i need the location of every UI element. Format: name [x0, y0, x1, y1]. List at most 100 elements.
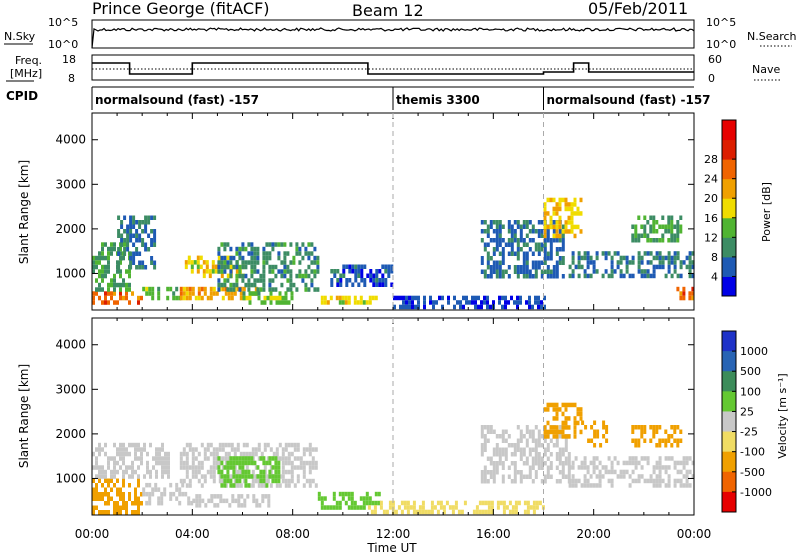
heatmap-cell: [510, 247, 514, 252]
heatmap-cell: [495, 447, 499, 452]
heatmap-cell: [193, 260, 197, 265]
heatmap-cell: [549, 474, 553, 479]
heatmap-cell: [664, 224, 668, 229]
heatmap-cell: [128, 282, 131, 288]
heatmap-cell: [354, 273, 358, 278]
heatmap-cell: [637, 460, 641, 466]
heatmap-cell: [534, 438, 538, 443]
heatmap-cell: [138, 233, 142, 238]
heatmap-cell: [679, 295, 683, 301]
heatmap-cell: [182, 291, 186, 296]
heatmap-cell: [232, 474, 236, 479]
heatmap-cell: [451, 509, 455, 515]
heatmap-cell: [274, 242, 278, 247]
heatmap-cell: [522, 256, 526, 261]
heatmap-cell: [122, 442, 125, 448]
heatmap-cell: [92, 487, 95, 492]
heatmap-cell: [583, 251, 587, 256]
heatmap-cell: [596, 434, 600, 439]
heatmap-cell: [280, 282, 284, 288]
heatmap-cell: [262, 273, 266, 279]
heatmap-cell: [534, 300, 537, 305]
heatmap-cell: [637, 251, 641, 256]
heatmap-cell: [188, 286, 192, 292]
heatmap-cell: [244, 474, 248, 479]
heatmap-cell: [610, 264, 614, 270]
heatmap-cell: [254, 447, 258, 452]
heatmap-cell: [537, 452, 541, 457]
heatmap-cell: [283, 264, 287, 270]
heatmap-cell: [187, 255, 191, 261]
heatmap-cell: [622, 460, 626, 466]
heatmap-cell: [528, 300, 531, 305]
heatmap-cell: [241, 469, 245, 475]
heatmap-cell: [441, 295, 444, 301]
heatmap-cell: [528, 274, 532, 279]
heatmap-cell: [546, 274, 550, 279]
heatmap-cell: [430, 505, 434, 510]
heatmap-cell: [217, 456, 221, 461]
heatmap-cell: [640, 255, 644, 261]
heatmap-cell: [423, 300, 426, 305]
heatmap-cell: [516, 251, 520, 256]
heatmap-cell: [310, 251, 314, 256]
heatmap-cell: [211, 269, 215, 274]
heatmap-cell: [664, 438, 668, 443]
heatmap-cell: [265, 242, 269, 247]
heatmap-cell: [169, 286, 173, 292]
heatmap-cell: [676, 273, 680, 279]
heatmap-cell: [116, 269, 119, 274]
heatmap-cell: [655, 483, 659, 488]
heatmap-cell: [185, 483, 189, 488]
heatmap-cell: [212, 465, 216, 470]
heatmap-cell: [248, 295, 252, 301]
heatmap-cell: [649, 425, 653, 430]
heatmap-cell: [411, 295, 414, 301]
heatmap-cell: [221, 456, 225, 461]
heatmap-cell: [145, 491, 149, 497]
heatmap-cell: [304, 273, 308, 279]
heatmap-cell: [307, 287, 311, 292]
heatmap-cell: [516, 470, 520, 475]
heatmap-cell: [336, 282, 340, 287]
heatmap-cell: [549, 224, 553, 230]
heatmap-cell: [120, 233, 124, 238]
heatmap-cell: [471, 295, 474, 301]
heatmap-cell: [504, 452, 508, 457]
heatmap-cell: [182, 295, 186, 301]
colorbar-swatch: [722, 120, 736, 141]
heatmap-cell: [157, 295, 161, 301]
heatmap-cell: [107, 246, 110, 252]
heatmap-cell: [191, 465, 195, 470]
heatmap-cell: [564, 202, 568, 207]
heatmap-cell: [144, 229, 148, 234]
heatmap-cell: [682, 286, 686, 292]
heatmap-cell: [576, 420, 580, 426]
heatmap-cell: [646, 220, 650, 225]
heatmap-cell: [307, 264, 311, 270]
heatmap-cell: [507, 474, 511, 479]
heatmap-cell: [537, 265, 541, 270]
heatmap-cell: [483, 242, 487, 247]
heatmap-cell: [185, 442, 189, 448]
heatmap-cell: [558, 197, 562, 203]
heatmap-cell: [487, 500, 491, 506]
heatmap-cell: [489, 456, 493, 461]
heatmap-cell: [122, 282, 125, 288]
heatmap-cell: [122, 469, 125, 475]
heatmap-cell: [598, 478, 602, 484]
heatmap-cell: [508, 500, 512, 506]
heatmap-cell: [296, 447, 300, 452]
heatmap-cell: [214, 264, 218, 270]
heatmap-cell: [511, 509, 515, 515]
heatmap-cell: [287, 460, 291, 466]
heatmap-cell: [119, 451, 122, 457]
heatmap-cell: [583, 456, 587, 461]
heatmap-cell: [335, 295, 339, 301]
heatmap-cell: [568, 483, 572, 488]
heatmap-cell: [490, 500, 494, 506]
heatmap-cell: [643, 478, 647, 484]
heatmap-cell: [393, 304, 396, 310]
heatmap-cell: [558, 233, 562, 239]
